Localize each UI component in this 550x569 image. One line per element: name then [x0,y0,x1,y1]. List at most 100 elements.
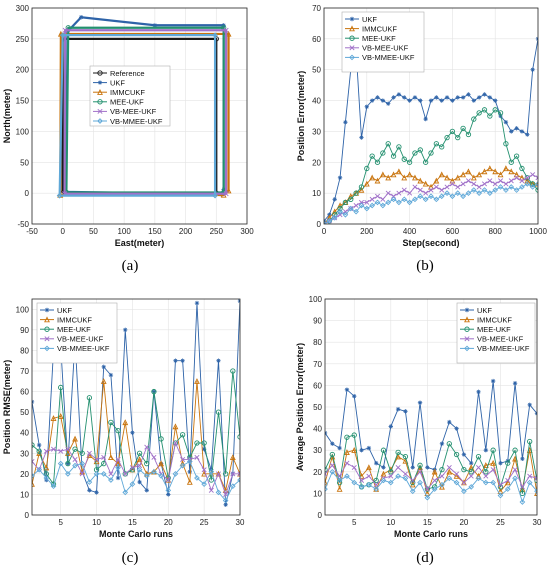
data-point [129,481,136,487]
data-point [475,464,482,470]
legend-marker [464,316,470,323]
data-point [215,489,222,496]
data-point [381,465,386,470]
data-point [329,462,335,468]
x-tick-label: 1000 [529,227,547,236]
data-point [519,184,525,190]
data-point [412,184,418,190]
data-point [439,481,445,488]
data-point [373,460,379,466]
data-point [422,196,429,203]
y-axis-label: North(meter) [2,89,12,144]
data-point [58,384,64,391]
data-point [455,134,461,141]
x-tick-label: 10 [92,518,101,527]
y-tick-label: 20 [20,470,29,479]
data-point [492,181,498,187]
data-point [475,475,482,482]
data-point [471,116,477,122]
x-tick-label: 5 [352,518,357,527]
data-point [497,492,504,499]
data-point [344,460,350,466]
data-point [444,95,450,100]
data-point [395,406,401,412]
data-point [358,184,365,190]
data-point [439,187,445,193]
data-point [444,184,450,190]
data-point [465,131,472,138]
data-point [433,141,439,147]
data-point [490,378,496,384]
data-point [483,448,489,453]
data-point [65,446,71,452]
data-point [475,454,482,460]
y-axis-label: Average Position Error(meter) [295,343,305,471]
x-tick-label: 100 [117,227,131,236]
series-line-ukf [32,301,240,506]
data-point [208,487,214,493]
data-point [460,193,466,200]
data-point [229,454,236,461]
y-tick-label: 50 [20,158,29,167]
data-point [390,196,397,203]
data-point [115,464,121,471]
data-point [364,165,370,172]
data-point [505,460,511,466]
data-point [57,413,64,419]
x-tick-label: 200 [179,227,193,236]
data-point [527,473,533,479]
axes-frame [324,298,538,516]
data-point [186,458,193,465]
legend-marker [97,80,103,85]
legend-entry: VB-MEE-UKF [57,335,104,344]
legend: ReferenceUKFIMMCUKFMEE-UKFVB-MEE-UKFVB-M… [89,65,171,127]
data-point [374,159,381,165]
data-point [412,196,418,203]
data-point [524,181,531,187]
data-point [330,441,335,446]
x-tick-label: 20 [459,518,468,527]
data-point [417,177,424,184]
data-point [115,475,121,481]
data-point [32,458,35,465]
data-point [194,378,200,384]
data-point [100,378,107,384]
x-tick-label: 30 [236,518,245,527]
legend-marker [97,70,103,76]
data-point [326,218,333,224]
data-point [424,486,430,492]
data-point [337,473,343,479]
data-point [387,479,394,486]
data-point [325,466,328,473]
data-point [446,468,453,475]
data-point [401,174,408,181]
data-point [470,174,477,181]
data-point [453,479,460,486]
data-point [508,184,515,190]
x-tick-label: 15 [128,518,137,527]
data-point [386,101,391,106]
data-point [363,180,370,187]
data-point [380,470,387,477]
y-tick-label: 0 [318,511,323,520]
y-axis-label: Position Error(meter) [296,71,306,162]
data-point [122,489,129,496]
axes-frame [31,298,241,516]
data-point [385,190,391,196]
data-point [391,95,396,100]
data-point [460,479,467,486]
data-point [87,488,92,493]
data-point [223,491,229,497]
data-point [471,181,477,187]
data-point [396,92,402,97]
data-point [143,473,150,479]
data-point [158,436,164,442]
legend-marker [44,326,50,332]
data-point [412,95,418,100]
x-tick-label: 300 [240,227,254,236]
data-point [237,434,240,440]
data-point [487,178,493,184]
data-point [369,174,376,181]
